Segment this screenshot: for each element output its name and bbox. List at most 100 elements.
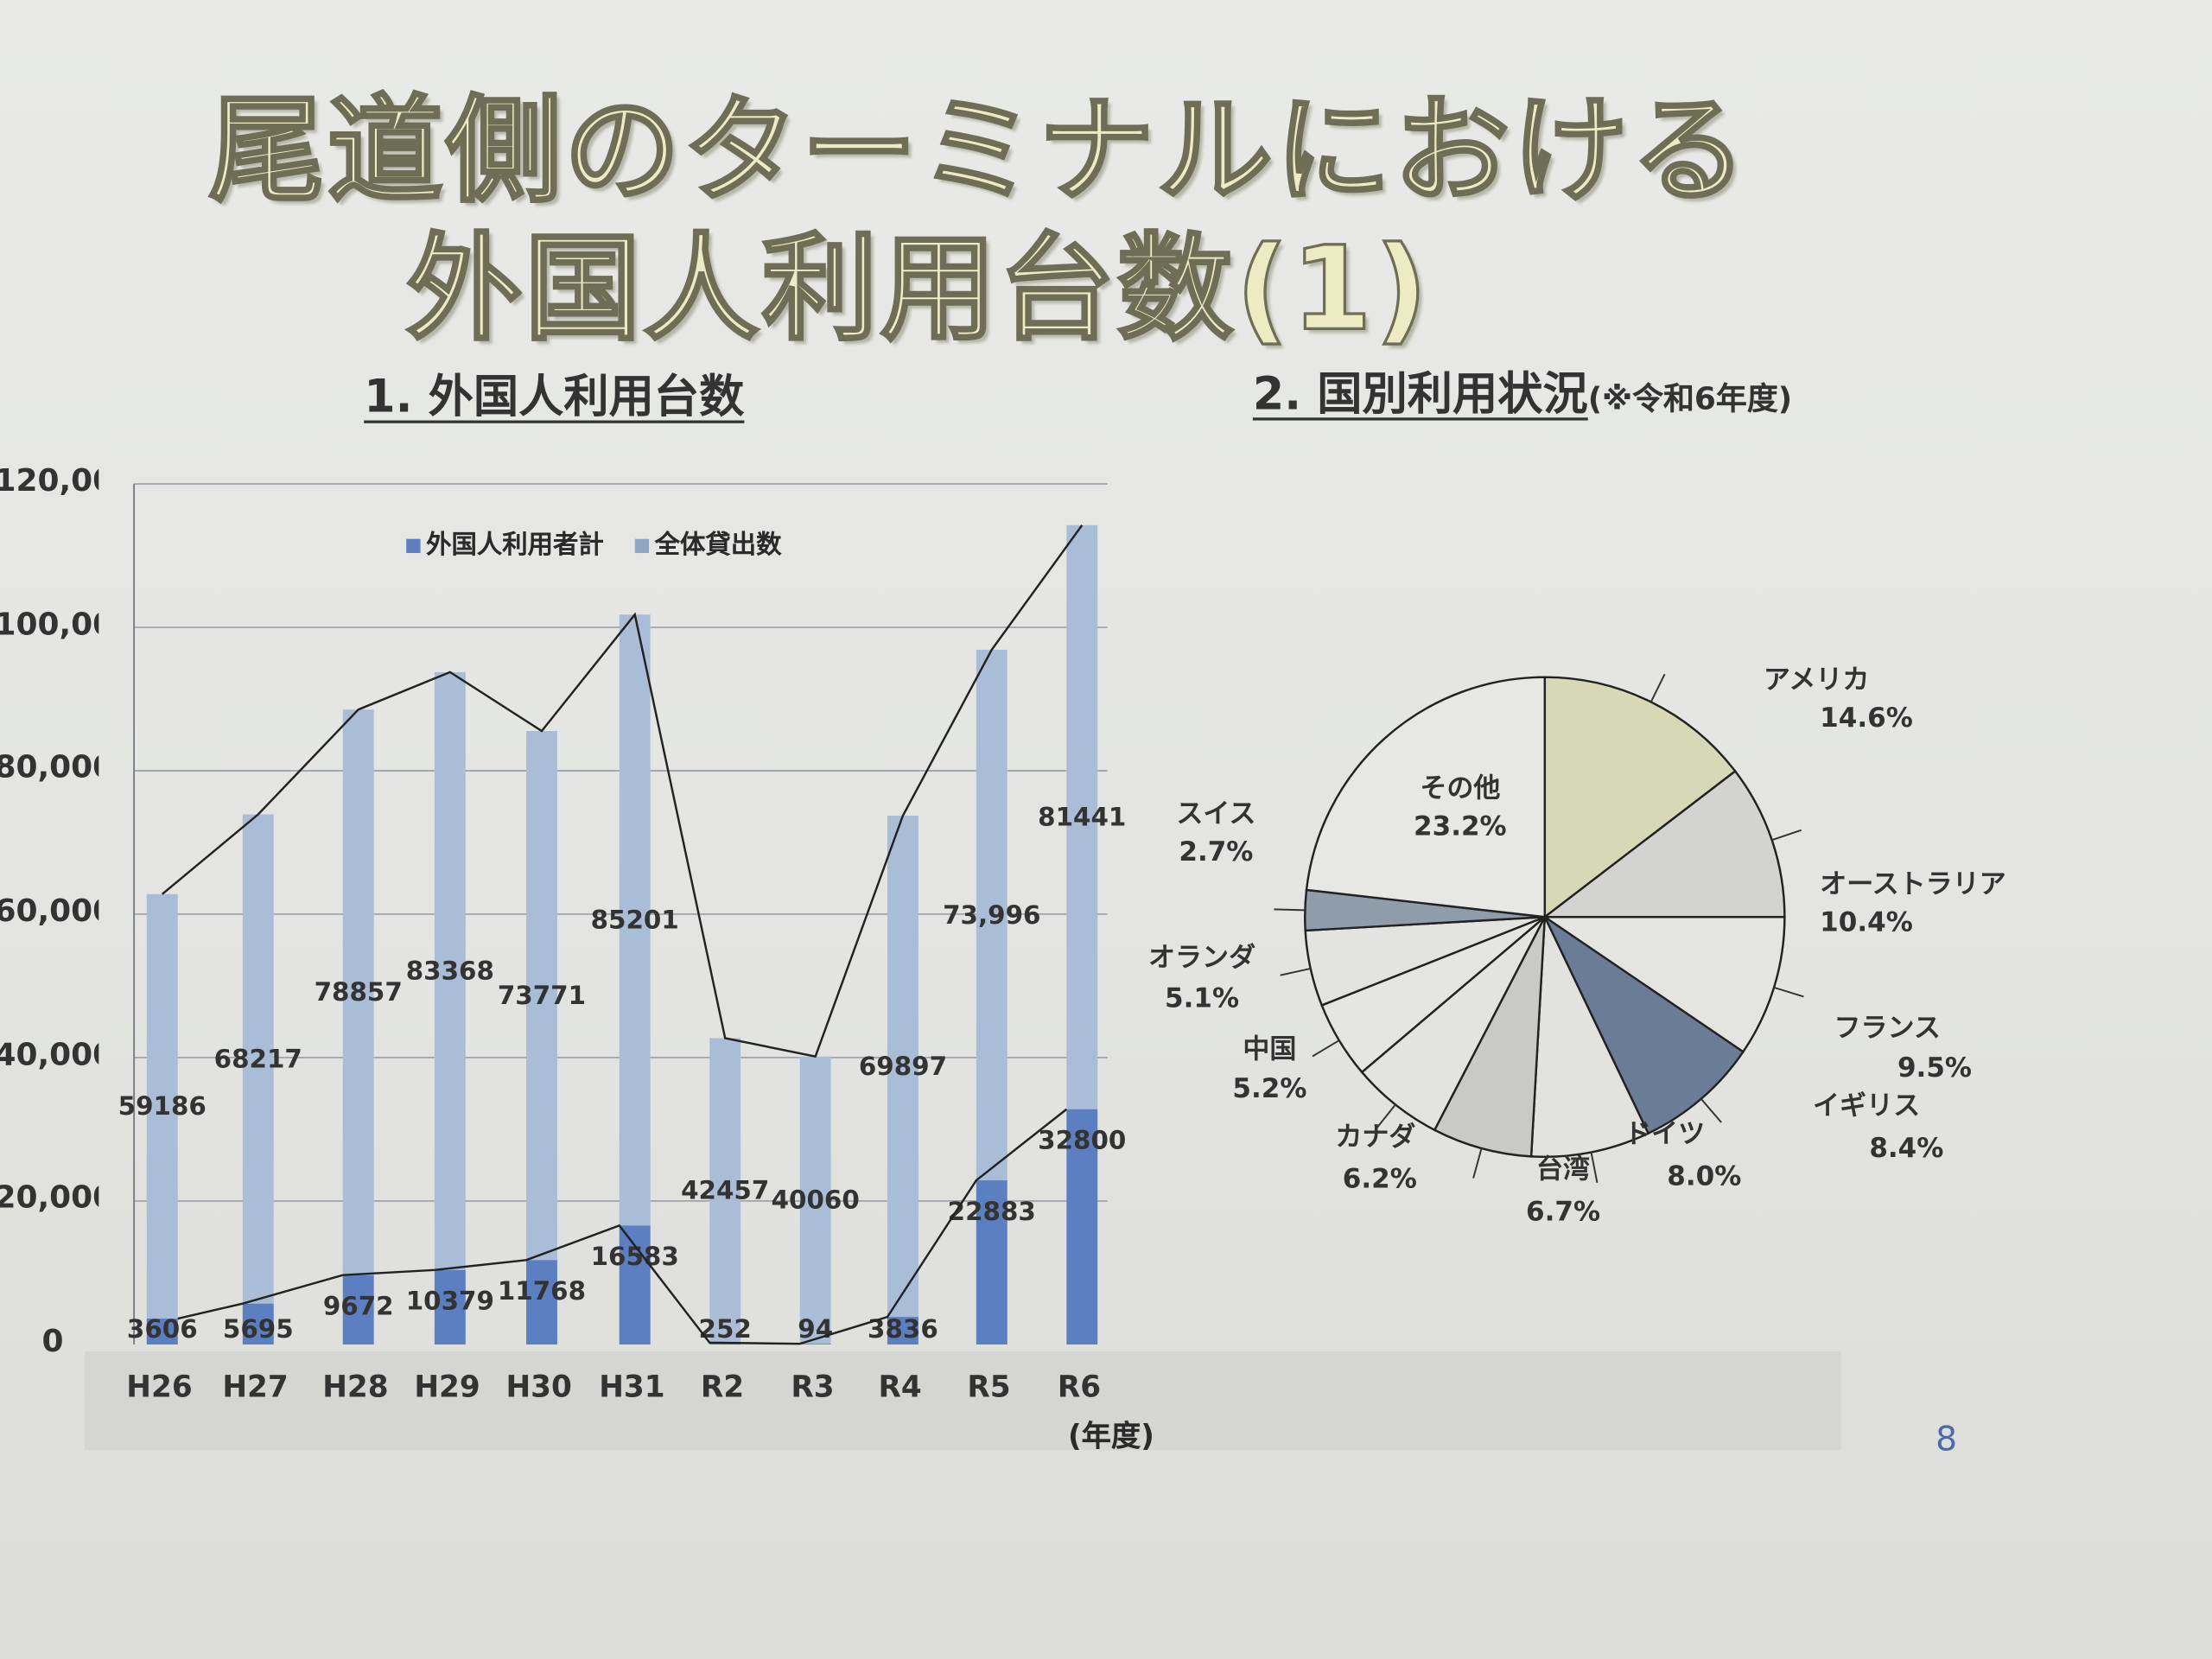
data-label-total: 83368: [406, 957, 494, 986]
pie-label: フランス: [1834, 1013, 1941, 1044]
data-label-foreign: 32800: [1038, 1125, 1126, 1154]
x-tick-label: H28: [322, 1370, 388, 1404]
leader-line: [1773, 986, 1804, 998]
y-tick-label: 80,000: [0, 751, 99, 786]
pie-slice: [1433, 916, 1547, 1158]
section-heading-2: 2. 国別利用状況(※令和6年度): [1253, 359, 1792, 423]
leader-line: [1375, 1103, 1396, 1130]
bar-total: [434, 671, 466, 1270]
bar-foreign: [525, 1260, 557, 1344]
legend-label: 外国人利用者計: [426, 530, 604, 561]
y-tick-label: 20,000: [0, 1181, 99, 1217]
pie-label: その他: [1420, 772, 1500, 804]
data-label-foreign: 3606: [127, 1314, 198, 1344]
bar-total: [525, 731, 557, 1261]
data-label-total: 40060: [772, 1185, 860, 1215]
slide-title-line1: 尾道側のターミナルにおける: [207, 83, 1750, 219]
bar-foreign: [342, 1274, 374, 1344]
bar-foreign: [146, 1319, 178, 1344]
leader-line: [1649, 673, 1666, 702]
bar-total: [976, 649, 1007, 1181]
x-tick-label: R4: [879, 1370, 922, 1404]
x-tick-label: H26: [126, 1370, 192, 1404]
pie-value: 8.4%: [1869, 1133, 1943, 1164]
pie-value: 2.7%: [1179, 836, 1253, 868]
pie-label: ドイツ: [1624, 1118, 1705, 1149]
line-foreign: [177, 1108, 1068, 1345]
section-heading-2-note: (※令和6年度): [1587, 382, 1793, 418]
leader-line: [1472, 1147, 1483, 1179]
data-label-total: 81441: [1038, 803, 1126, 832]
x-tick-label: R2: [701, 1370, 744, 1404]
pie-slice: [1529, 916, 1650, 1159]
pie-value: 23.2%: [1414, 811, 1507, 842]
pie-value: 10.4%: [1820, 907, 1913, 938]
x-axis-unit: (年度): [1067, 1419, 1154, 1453]
data-label-total: 68217: [214, 1044, 302, 1073]
data-label-total: 78857: [315, 977, 403, 1007]
bar-total: [146, 893, 178, 1319]
x-tick-label: H31: [599, 1370, 664, 1404]
data-label-total: 69897: [859, 1052, 947, 1081]
data-label-foreign: 9672: [323, 1291, 394, 1320]
y-tick-label: 100,000: [0, 607, 99, 643]
legend-item-foreign: 外国人利用者計: [406, 524, 604, 561]
legend-label: 全体貸出数: [654, 530, 782, 561]
data-label-foreign: 5695: [223, 1314, 294, 1344]
section-heading-1-text: 1. 外国人利用台数: [364, 369, 745, 423]
pie-label: カナダ: [1335, 1122, 1415, 1153]
legend-item-total: 全体貸出数: [634, 524, 782, 561]
pie-slice: [1541, 913, 1745, 1135]
y-tick-label: 0: [41, 1325, 64, 1360]
legend-swatch-total: [634, 538, 650, 554]
y-tick-label: 120,000: [0, 464, 99, 499]
bar-total: [619, 614, 651, 1226]
pie-slice: [1541, 916, 1786, 1053]
pie-label: 台湾: [1536, 1154, 1590, 1185]
leader-line: [1700, 1098, 1722, 1123]
line-total: [161, 524, 1084, 1058]
pie-slice: [1305, 676, 1547, 918]
pie-label: スイス: [1176, 798, 1255, 830]
leader-line: [1274, 908, 1306, 912]
pie-value: 14.6%: [1820, 702, 1913, 734]
bar-foreign: [976, 1180, 1007, 1344]
x-tick-label: H30: [506, 1370, 572, 1404]
data-label-foreign: 11768: [498, 1276, 586, 1306]
pie-label: オーストラリア: [1820, 868, 2006, 899]
bar-total: [1066, 524, 1098, 1109]
bar-total: [709, 1038, 741, 1343]
data-label-total: 85201: [591, 906, 679, 935]
pie-value: 5.1%: [1165, 983, 1239, 1014]
legend-swatch-foreign: [406, 538, 421, 554]
pie-value: 6.7%: [1526, 1196, 1600, 1227]
pie-value: 9.5%: [1897, 1052, 1972, 1084]
leader-line: [1590, 1152, 1599, 1183]
data-label-total: 73771: [498, 981, 586, 1010]
pie-value: 6.2%: [1343, 1164, 1417, 1195]
leader-line: [1280, 967, 1311, 976]
pie-value: 5.2%: [1232, 1073, 1306, 1104]
leader-line: [1312, 1039, 1340, 1058]
bar-total: [887, 816, 918, 1318]
x-tick-label: R3: [791, 1370, 834, 1404]
x-tick-label: R5: [967, 1370, 1010, 1404]
x-tick-label: H29: [414, 1370, 480, 1404]
data-label-total: 73,996: [943, 900, 1040, 930]
section-heading-2-text: 2. 国別利用状況: [1252, 366, 1588, 421]
page-number: 8: [1936, 1419, 1958, 1459]
bar-total: [242, 814, 274, 1304]
bar-foreign: [887, 1317, 918, 1344]
data-label-total: 59186: [118, 1091, 207, 1121]
pie-label: オランダ: [1148, 942, 1255, 973]
x-tick-label: H27: [222, 1370, 288, 1404]
slide-title-line2: 外国人利用台数(1): [405, 221, 1431, 358]
bar-foreign: [1066, 1109, 1098, 1344]
bar-total: [799, 1056, 831, 1344]
pie-label: アメリカ: [1764, 664, 1870, 696]
shadow-strip: [84, 1351, 1841, 1451]
data-label-total: 42457: [681, 1175, 769, 1205]
pie-slice: [1543, 676, 1737, 919]
